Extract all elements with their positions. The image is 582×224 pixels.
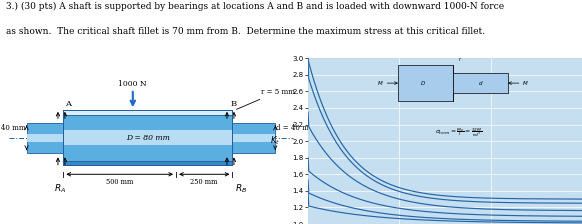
Text: D = 80 mm: D = 80 mm (126, 134, 170, 142)
Polygon shape (232, 134, 275, 142)
Polygon shape (27, 123, 63, 153)
Polygon shape (63, 115, 232, 161)
Text: A: A (65, 100, 71, 108)
Text: $R_B$: $R_B$ (235, 183, 247, 195)
Text: $R_A$: $R_A$ (54, 183, 66, 195)
Text: 3.) (30 pts) A shaft is supported by bearings at locations A and B and is loaded: 3.) (30 pts) A shaft is supported by bea… (6, 2, 504, 11)
Text: r = 5 mm: r = 5 mm (236, 88, 295, 109)
Text: d = 40 mm: d = 40 mm (276, 124, 316, 132)
Text: d = 40 mm: d = 40 mm (0, 124, 26, 132)
Text: B: B (231, 100, 237, 108)
Text: as shown.  The critical shaft fillet is 70 mm from B.  Determine the maximum str: as shown. The critical shaft fillet is 7… (6, 27, 485, 36)
Polygon shape (63, 110, 232, 115)
Polygon shape (63, 161, 232, 165)
Y-axis label: $K_t$: $K_t$ (269, 135, 280, 147)
Polygon shape (232, 123, 275, 153)
Text: 500 mm: 500 mm (106, 178, 133, 186)
Polygon shape (63, 130, 232, 145)
Text: $\sigma_{nom} = \frac{Mc}{I} = \frac{32M}{\pi d^3}$: $\sigma_{nom} = \frac{Mc}{I} = \frac{32M… (435, 127, 482, 139)
Polygon shape (27, 134, 63, 142)
Text: 1000 N: 1000 N (119, 80, 147, 88)
Text: 250 mm: 250 mm (190, 178, 218, 186)
